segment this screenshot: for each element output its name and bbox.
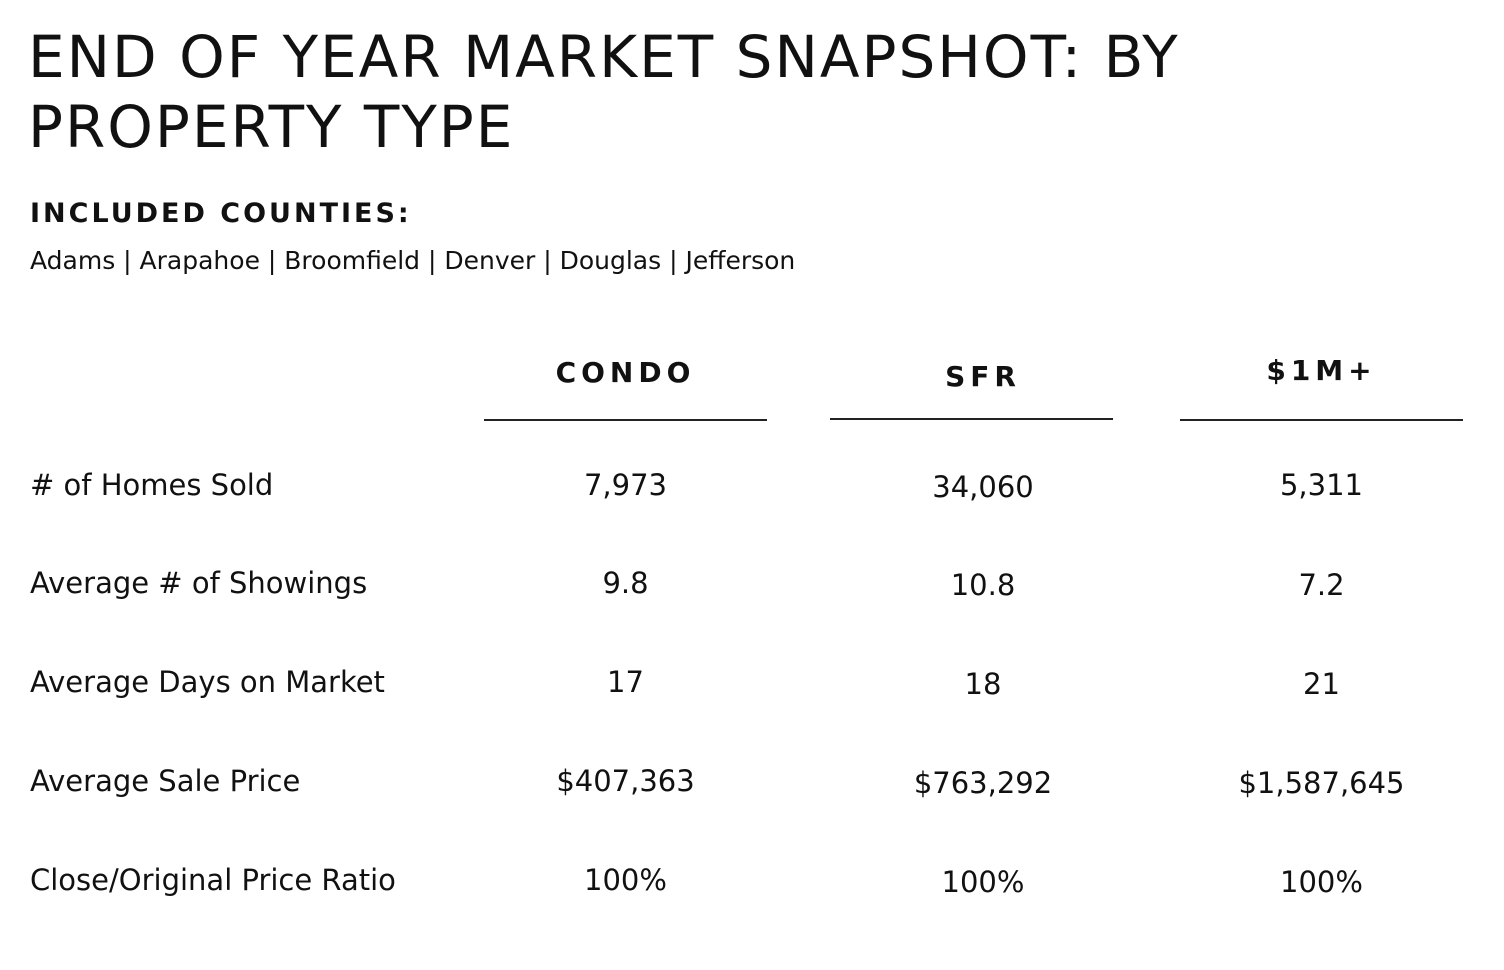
row-label: Close/Original Price Ratio	[30, 863, 396, 897]
column-divider-1m-plus	[1180, 419, 1463, 421]
cell-sfr: 100%	[941, 865, 1025, 899]
row-label: Average Days on Market	[30, 665, 385, 699]
column-header-1m-plus: $1M+	[1266, 354, 1377, 387]
cell-1m-plus: 5,311	[1279, 468, 1364, 502]
column-divider-condo	[484, 419, 767, 421]
row-label: # of Homes Sold	[30, 468, 274, 502]
included-counties-label: INCLUDED COUNTIES:	[30, 198, 412, 229]
row-label: Average Sale Price	[30, 764, 301, 798]
cell-1m-plus: $1,587,645	[1238, 766, 1405, 800]
cell-condo: $407,363	[556, 764, 695, 798]
row-label: Average # of Showings	[30, 566, 368, 600]
column-divider-sfr	[830, 418, 1113, 420]
cell-sfr: $763,292	[913, 766, 1053, 800]
column-header-sfr: SFR	[945, 360, 1021, 393]
column-header-condo: CONDO	[555, 356, 696, 389]
page-title: END OF YEAR MARKET SNAPSHOT: BY PROPERTY…	[28, 23, 1180, 161]
cell-condo: 9.8	[602, 566, 649, 600]
cell-condo: 17	[607, 665, 644, 699]
cell-sfr: 10.8	[950, 568, 1016, 602]
cell-condo: 7,973	[583, 468, 668, 502]
cell-sfr: 34,060	[932, 470, 1034, 504]
included-counties-list: Adams | Arapahoe | Broomfield | Denver |…	[30, 246, 796, 275]
cell-1m-plus: 100%	[1280, 865, 1363, 899]
cell-1m-plus: 21	[1303, 667, 1340, 701]
cell-sfr: 18	[964, 667, 1002, 701]
cell-condo: 100%	[584, 863, 667, 897]
cell-1m-plus: 7.2	[1298, 568, 1345, 602]
